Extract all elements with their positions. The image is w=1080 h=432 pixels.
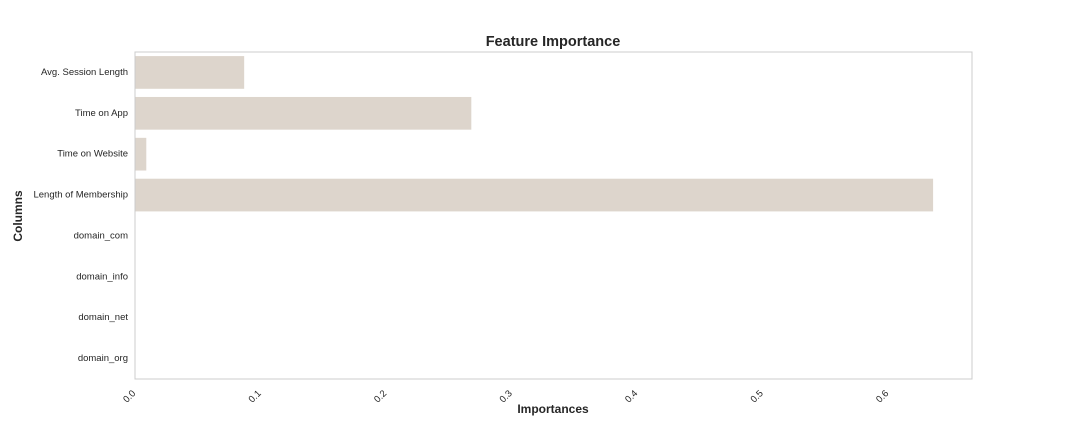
y-tick-label: domain_net [78,312,128,323]
bars-group [135,56,934,212]
x-tick-labels: 0.0 0.1 0.2 0.3 0.4 0.5 0.6 [121,388,891,405]
y-tick-label: domain_info [76,271,128,282]
y-tick-label: domain_org [78,353,128,364]
bar-time-on-website [135,137,147,171]
bar-length-of-membership [135,178,934,212]
bar-avg-session-length [135,56,245,89]
x-tick-label: 0.0 [121,388,138,405]
x-tick-label: 0.4 [623,388,640,405]
x-tick-label: 0.6 [874,388,891,405]
x-tick-label: 0.3 [498,388,515,405]
x-tick-label: 0.2 [372,388,389,405]
y-tick-label: Time on Website [57,149,128,160]
x-axis-label: Importances [517,402,589,416]
plot-frame [134,51,973,380]
y-tick-labels: Avg. Session Length Time on App Time on We… [33,67,128,364]
y-axis-label: Columns [11,190,25,242]
y-tick-label: Avg. Session Length [41,67,128,78]
y-tick-label: domain_com [74,230,128,241]
x-tick-label: 0.1 [247,388,264,405]
chart-title: Feature Importance [486,34,621,50]
bar-time-on-app [135,96,472,130]
x-tick-label: 0.5 [749,388,766,405]
y-tick-label: Time on App [75,108,128,119]
y-tick-label: Length of Membership [33,190,128,201]
